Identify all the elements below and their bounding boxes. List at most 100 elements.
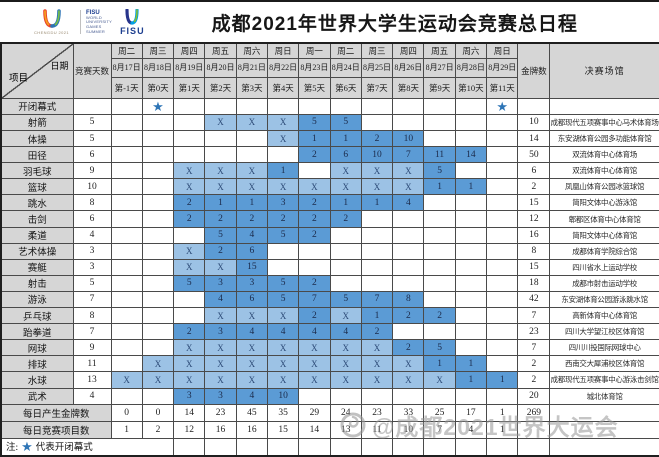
competition-days-value: 5 bbox=[72, 129, 112, 148]
competition-days-value: 11 bbox=[72, 355, 112, 373]
schedule-cell-competition: X bbox=[173, 162, 206, 180]
schedule-cell-competition: X bbox=[235, 113, 268, 132]
schedule-cell-empty bbox=[392, 210, 425, 228]
event-row: 开闭幕式 ★ ★ bbox=[0, 97, 659, 115]
summary-value: 35 bbox=[266, 403, 300, 422]
schedule-cell-competition: X bbox=[266, 113, 300, 132]
schedule-cell-medals: 1 bbox=[423, 355, 456, 373]
schedule-cell-competition: X bbox=[298, 355, 331, 373]
schedule-cell-medals: 1 bbox=[423, 178, 456, 196]
final-venue-value: 四川大学望江校区体育馆 bbox=[549, 323, 659, 341]
legend-text: 代表开闭幕式 bbox=[35, 442, 93, 453]
schedule-cell-medals: 2 bbox=[173, 323, 206, 341]
schedule-cell-empty bbox=[486, 355, 519, 373]
schedule-cell-empty bbox=[173, 113, 206, 132]
legend-row-empty-cell bbox=[454, 437, 488, 457]
schedule-cell-medals: 4 bbox=[266, 323, 300, 341]
gold-count-value: 2 bbox=[517, 355, 551, 373]
schedule-cell-competition: X bbox=[235, 307, 268, 325]
final-venue-value bbox=[549, 97, 659, 115]
schedule-cell-medals: 5 bbox=[423, 162, 456, 180]
weekday-header: 周五 bbox=[423, 42, 456, 59]
schedule-cell-competition: X bbox=[360, 339, 394, 357]
schedule-cell-empty bbox=[141, 339, 175, 357]
schedule-cell-medals: 1 bbox=[486, 371, 519, 389]
legend-row-empty-cell bbox=[266, 437, 300, 457]
summary-value: 45 bbox=[235, 403, 268, 422]
schedule-cell-medals: 5 bbox=[329, 290, 362, 309]
schedule-cell-competition: X bbox=[360, 178, 394, 196]
schedule-cell-competition: X bbox=[360, 355, 394, 373]
final-venue-value: 郫都区体育中心体育馆 bbox=[549, 210, 659, 228]
schedule-cell-competition: X bbox=[266, 339, 300, 357]
competition-days-value: 6 bbox=[72, 146, 112, 164]
day-number-header: 第0天 bbox=[141, 76, 175, 99]
schedule-cell-competition: X bbox=[204, 307, 237, 325]
schedule-cell-empty bbox=[423, 97, 456, 115]
schedule-cell-medals: 5 bbox=[266, 226, 300, 244]
schedule-cell-empty bbox=[141, 242, 175, 260]
fisu-word-line: UNIVERSITY bbox=[86, 19, 113, 25]
gold-count-value: 12 bbox=[517, 210, 551, 228]
schedule-cell-empty bbox=[423, 113, 456, 132]
schedule-cell-empty bbox=[235, 97, 268, 115]
schedule-cell-medals: 4 bbox=[329, 323, 362, 341]
summary-row: 每日竞赛项目数 1 2 12 16 16 15 14 13 11 10 7 4 1 bbox=[0, 420, 659, 439]
event-row: 体操 5 X 1 1 2 10 14 东安湖体育公园多功能体育馆 bbox=[0, 129, 659, 148]
corner-event-label: 项目 bbox=[9, 74, 29, 84]
schedule-cell-empty bbox=[329, 226, 362, 244]
schedule-cell-empty bbox=[423, 242, 456, 260]
final-venue-value: 简阳文体中心体育馆 bbox=[549, 226, 659, 244]
day-number-header: 第7天 bbox=[360, 76, 394, 99]
schedule-cell-empty bbox=[486, 146, 519, 164]
summary-value: 29 bbox=[298, 403, 331, 422]
schedule-cell-medals: 15 bbox=[235, 258, 268, 276]
summary-value: 14 bbox=[298, 420, 331, 439]
schedule-cell-medals: 1 bbox=[329, 194, 362, 212]
schedule-cell-empty bbox=[329, 258, 362, 276]
schedule-cell-medals: 1 bbox=[329, 129, 362, 148]
header-row-date: 8月17日 8月18日 8月19日 8月20日 8月21日 8月22日 8月23日 8月24日… bbox=[1, 57, 659, 78]
schedule-cell-medals: 2 bbox=[235, 210, 268, 228]
header-row-weekday: 日期 项目 竞赛天数 周二 周三 周四 周五 周六 周日 周一 周二 周三 周四 周五 周六 周日 金牌数 决赛场… bbox=[0, 42, 659, 99]
schedule-cell-competition: X bbox=[392, 371, 425, 389]
schedule-cell-competition: X bbox=[298, 339, 331, 357]
schedule-cell-competition: X bbox=[235, 371, 268, 389]
summary-value: 25 bbox=[423, 403, 456, 422]
date-header: 8月25日 bbox=[360, 57, 394, 78]
schedule-cell-competition: X bbox=[204, 162, 237, 180]
schedule-cell-empty bbox=[204, 97, 237, 115]
legend-row-empty-cell bbox=[517, 437, 551, 457]
event-row: 射箭 5 X X X 5 5 10 成都现代五项赛事中心马术体育场 bbox=[0, 113, 659, 132]
day-number-header: 第10天 bbox=[454, 76, 488, 99]
schedule-cell-empty bbox=[329, 97, 362, 115]
gold-count-value: 18 bbox=[517, 274, 551, 292]
schedule-cell-empty bbox=[392, 258, 425, 276]
day-number-header: 第5天 bbox=[298, 76, 331, 99]
fisu-logo-caption: FISU bbox=[120, 26, 145, 36]
schedule-cell-competition: X bbox=[298, 371, 331, 389]
schedule-cell-competition: X bbox=[173, 371, 206, 389]
schedule-cell-competition: X bbox=[204, 113, 237, 132]
legend-row-empty-cell bbox=[329, 437, 362, 457]
schedule-cell-medals: 7 bbox=[392, 146, 425, 164]
final-venue-value: 双流体育中心体育馆 bbox=[549, 162, 659, 180]
chengdu-u-icon bbox=[42, 9, 61, 28]
schedule-cell-medals: 1 bbox=[298, 129, 331, 148]
weekday-header: 周六 bbox=[454, 42, 488, 59]
event-label: 水球 bbox=[0, 371, 74, 389]
event-row: 艺术体操 3 X 2 6 8 成都体育学院综合馆 bbox=[0, 242, 659, 260]
schedule-cell-competition: X bbox=[173, 355, 206, 373]
schedule-cell-empty bbox=[110, 194, 143, 212]
fisu-u-icon bbox=[125, 9, 139, 25]
weekday-header: 周日 bbox=[486, 42, 519, 59]
summary-total bbox=[517, 420, 551, 439]
schedule-cell-empty bbox=[110, 339, 143, 357]
final-venue-value: 东安湖体育公园游泳跳水馆 bbox=[549, 290, 659, 309]
summary-value: 13 bbox=[329, 420, 362, 439]
schedule-cell-empty bbox=[360, 210, 394, 228]
schedule-cell-empty bbox=[173, 290, 206, 309]
date-header: 8月18日 bbox=[141, 57, 175, 78]
schedule-cell-empty bbox=[204, 129, 237, 148]
summary-label: 每日产生金牌数 bbox=[0, 403, 112, 422]
